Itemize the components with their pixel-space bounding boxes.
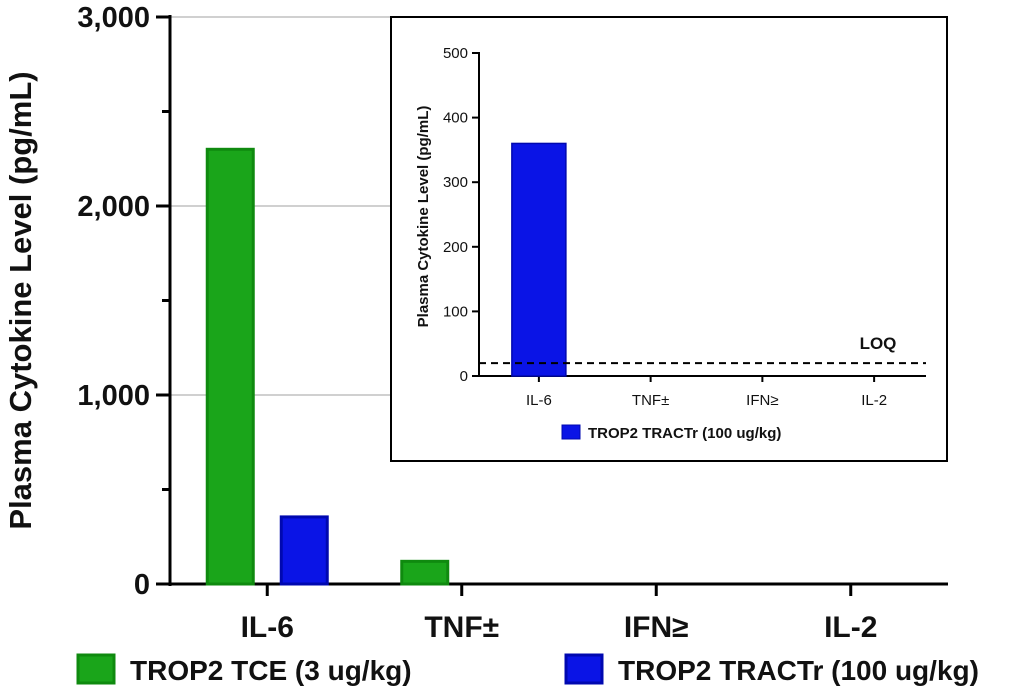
legend-swatch-tce xyxy=(76,653,116,685)
main-x-tick-label: TNF± xyxy=(424,611,499,644)
inset-y-tick-label: 400 xyxy=(443,110,468,127)
main-bar-tractr xyxy=(279,515,329,586)
main-bar-tce xyxy=(205,147,255,586)
inset-x-tick-label: IL-2 xyxy=(861,392,887,409)
inset-x-tick-label: TNF± xyxy=(632,392,669,409)
inset-y-tick-label: 100 xyxy=(443,303,468,320)
inset-y-tick-label: 500 xyxy=(443,45,468,62)
legend-swatch-tractr xyxy=(564,653,604,685)
inset-legend-swatch xyxy=(561,424,581,440)
inset-frame xyxy=(390,16,948,462)
inset-x-tick-label: IFN≥ xyxy=(746,392,778,409)
main-y-tick-label: 3,000 xyxy=(77,2,150,34)
main-bar-tce xyxy=(400,559,450,586)
main-y-tick-label: 0 xyxy=(134,569,150,601)
main-x-tick-label: IFN≥ xyxy=(624,611,689,644)
main-y-axis-label: Plasma Cytokine Level (pg/mL) xyxy=(3,71,38,529)
inset-y-tick-label: 300 xyxy=(443,174,468,191)
legend-label-tractr: TROP2 TRACTr (100 ug/kg) xyxy=(618,655,979,686)
main-y-tick-label: 1,000 xyxy=(77,380,150,412)
inset-panel: 0 100 200 300 400 500 Plasma Cytokine Level (p… xyxy=(390,16,948,462)
main-x-tick-label: IL-6 xyxy=(241,611,294,644)
main-panel: 0 1,000 2,000 3,000 Plasma Cytokine Level (p… xyxy=(3,2,948,644)
loq-label: LOQ xyxy=(860,334,897,353)
main-y-tick-label: 2,000 xyxy=(77,191,150,223)
main-legend: TROP2 TCE (3 ug/kg) TROP2 TRACTr (100 ug/… xyxy=(76,653,979,686)
inset-y-tick-label: 0 xyxy=(460,368,468,385)
inset-y-axis-label: Plasma Cytokine Level (pg/mL) xyxy=(415,106,432,328)
inset-y-tick-label: 200 xyxy=(443,239,468,256)
main-x-tick-label: IL-2 xyxy=(824,611,877,644)
legend-label-tce: TROP2 TCE (3 ug/kg) xyxy=(130,655,412,686)
inset-bar-tractr xyxy=(511,142,567,377)
inset-x-tick-label: IL-6 xyxy=(526,392,552,409)
inset-legend-label: TROP2 TRACTr (100 ug/kg) xyxy=(588,425,781,442)
